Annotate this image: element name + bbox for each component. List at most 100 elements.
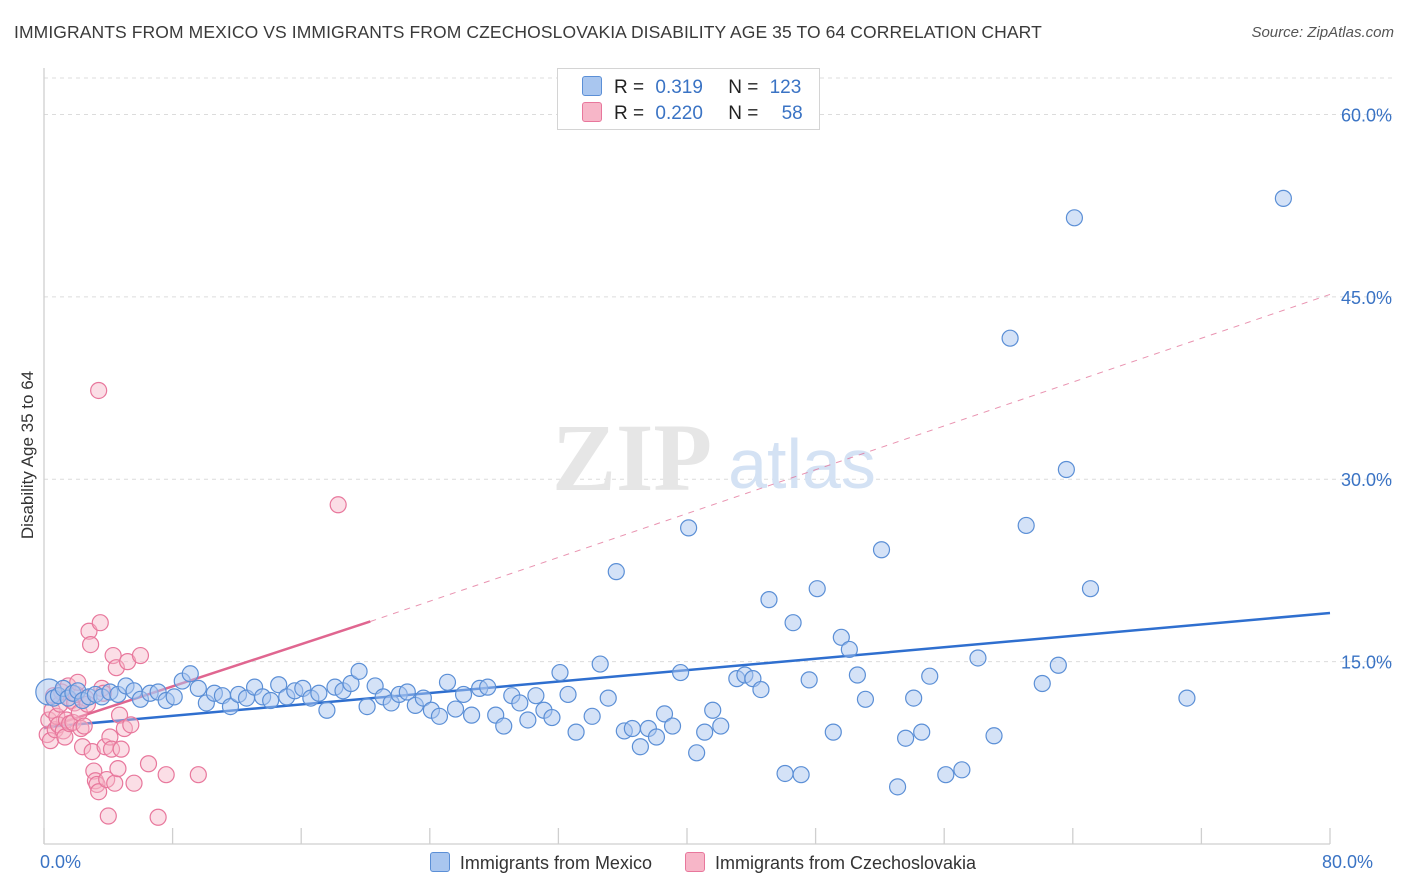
mexico-point: [1033, 674, 1051, 693]
mexico-point: [1017, 516, 1035, 535]
mexico-point: [856, 690, 875, 708]
mexico-point: [1049, 656, 1067, 674]
czech-point: [125, 774, 143, 792]
czech-point: [157, 766, 175, 784]
mexico-point: [712, 717, 730, 735]
mexico-point: [559, 685, 577, 704]
y-tick-label: 15.0%: [1341, 653, 1392, 673]
mexico-point: [165, 688, 183, 706]
mexico-point: [848, 666, 866, 684]
mexico-points: [35, 189, 1292, 796]
y-tick-label: 45.0%: [1341, 288, 1392, 308]
czech-point: [122, 716, 140, 734]
mexico-point: [438, 673, 457, 691]
mexico-point: [1178, 689, 1196, 707]
mexico-point: [591, 655, 609, 673]
czech-point: [90, 783, 108, 801]
mexico-point: [897, 729, 915, 747]
czech-point: [82, 635, 100, 654]
mexico-point: [607, 563, 625, 581]
watermark-atlas: atlas: [728, 425, 876, 503]
n-value: 58: [781, 103, 803, 124]
czech-point: [83, 742, 101, 761]
mexico-point: [189, 679, 207, 697]
chart-title: IMMIGRANTS FROM MEXICO VS IMMIGRANTS FRO…: [14, 22, 1042, 42]
mexico-point: [358, 698, 376, 716]
y-axis-title: Disability Age 35 to 64: [18, 370, 37, 540]
czech-point: [189, 766, 207, 784]
czech-point: [106, 774, 124, 792]
czech-trend-extension: [370, 293, 1331, 622]
legend-item-czech: Immigrants from Czechoslovakia: [684, 852, 977, 874]
mexico-point: [688, 744, 706, 762]
mexico-point: [567, 723, 585, 741]
mexico-point: [221, 698, 240, 716]
czech-point: [90, 381, 108, 400]
mexico-point: [1274, 189, 1292, 207]
czech-point: [149, 808, 167, 826]
mexico-point: [462, 706, 481, 724]
y-tick-label: 60.0%: [1341, 105, 1392, 125]
legend-label-czech: Immigrants from Czechoslovakia: [714, 853, 977, 873]
mexico-point: [623, 719, 641, 738]
mexico-point: [479, 678, 497, 696]
x-tick-label-max: 80.0%: [1322, 852, 1374, 872]
czech-point: [102, 740, 121, 758]
czech-point: [56, 728, 74, 746]
mexico-point: [663, 717, 682, 735]
mexico-point: [696, 723, 714, 741]
r-value: 0.220: [655, 103, 703, 124]
czech-point: [40, 711, 58, 729]
mexico-point: [511, 694, 529, 712]
czech-point: [72, 719, 90, 738]
mexico-legend-swatch: [429, 852, 450, 872]
mexico-point: [647, 728, 666, 746]
mexico-point: [832, 628, 850, 646]
grid-lines: [44, 77, 1392, 663]
mexico-point: [784, 614, 802, 632]
r-label: R =: [614, 103, 645, 124]
watermark-zip: ZIP: [552, 404, 712, 511]
czech-point: [75, 717, 93, 735]
czech-point: [91, 614, 109, 632]
mexico-point: [760, 591, 778, 609]
legend-item-mexico: Immigrants from Mexico: [429, 852, 652, 874]
stats-legend: R = 0.319 N = 123 R = 0.220 N = 58: [557, 68, 820, 130]
mexico-point: [310, 684, 328, 702]
mexico-point: [969, 649, 987, 667]
czech-point: [139, 755, 158, 773]
mexico-point: [985, 727, 1003, 745]
n-label: N =: [728, 77, 759, 98]
mexico-point: [913, 723, 931, 741]
czech-point: [73, 738, 92, 756]
y-tick-label: 30.0%: [1341, 470, 1392, 490]
mexico-point: [752, 680, 770, 699]
mexico-point: [318, 701, 336, 719]
mexico-point: [551, 663, 569, 682]
mexico-point: [1001, 329, 1019, 347]
czech-point: [98, 770, 116, 789]
axes: [43, 68, 1331, 845]
n-value: 123: [769, 77, 802, 98]
r-label: R =: [614, 77, 645, 98]
mexico-point: [888, 778, 907, 796]
mexico-point: [792, 766, 810, 784]
mexico-point: [495, 717, 513, 735]
mexico-point: [776, 764, 794, 783]
czech-point: [99, 807, 117, 825]
mexico-point: [414, 689, 432, 707]
watermark: ZIP atlas: [552, 404, 876, 511]
y-tick-labels: 15.0% 30.0% 45.0% 60.0%: [1341, 105, 1392, 672]
mexico-point: [1081, 580, 1100, 598]
mexico-point: [1065, 209, 1084, 227]
czech-trend-line: [43, 620, 371, 730]
czech-points: [38, 381, 347, 826]
mexico-point: [824, 723, 842, 741]
mexico-point: [800, 671, 818, 689]
czech-point: [112, 740, 130, 758]
czech-legend-swatch: [684, 852, 705, 872]
mexico-point: [704, 701, 722, 719]
mexico-point: [599, 689, 617, 707]
mexico-point: [1057, 460, 1075, 479]
